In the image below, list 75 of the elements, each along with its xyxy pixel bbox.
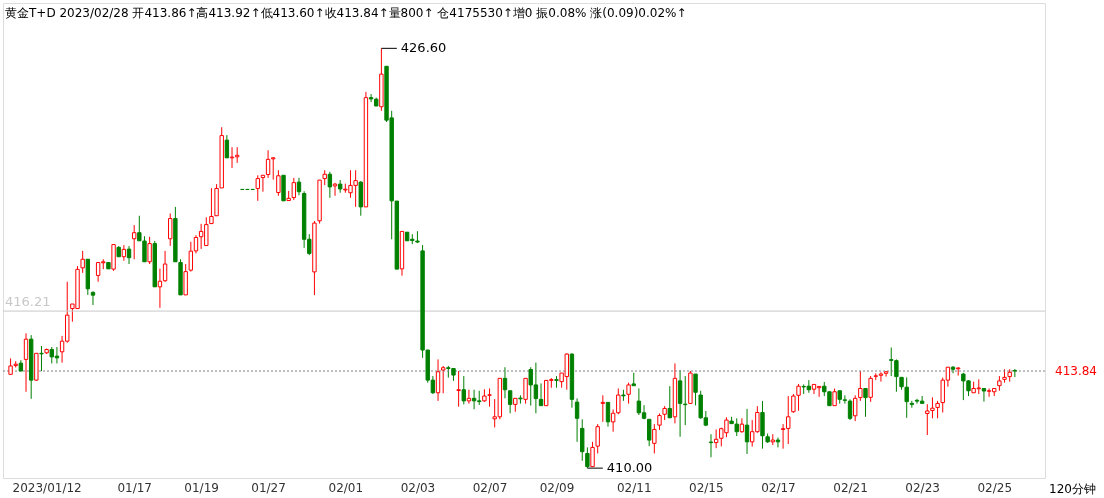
candlestick <box>919 395 925 404</box>
candlestick <box>168 212 173 247</box>
candlestick <box>255 174 260 202</box>
candlestick <box>652 423 657 454</box>
candlestick <box>466 389 472 405</box>
candlestick <box>80 250 85 274</box>
candlestick <box>224 134 230 159</box>
candlestick <box>646 418 652 447</box>
candlestick <box>863 387 868 418</box>
candlestick <box>868 375 873 403</box>
candlestick <box>667 385 672 419</box>
candlestick <box>677 369 683 438</box>
annotation: 426.60 <box>400 40 447 56</box>
candlestick <box>775 437 781 448</box>
candlestick <box>590 441 595 468</box>
x-tick-label: 01/17 <box>117 480 152 495</box>
candlestick <box>183 263 188 296</box>
candlestick <box>626 382 631 405</box>
ref-line-label: 413.84 <box>1055 364 1097 379</box>
candlestick <box>507 390 513 414</box>
x-tick-label: 02/07 <box>472 480 508 495</box>
chart-title: 黄金T+D 2023/02/28 开413.86↑高413.92↑低413.60↑收413.84↑量800↑ 仓4175530↑增0 振0.08% 涨(0.09)0.02%↑ <box>5 6 687 20</box>
candlestick <box>260 174 266 193</box>
candlestick <box>847 398 853 421</box>
candlestick <box>327 171 333 199</box>
candlestick <box>580 418 585 462</box>
candlestick <box>23 332 29 393</box>
candlestick <box>852 394 858 422</box>
candlestick <box>131 224 137 260</box>
x-tick-label: 02/21 <box>833 480 868 495</box>
candlestick <box>883 370 889 378</box>
candlestick <box>538 382 544 407</box>
candlestick <box>435 358 441 402</box>
candlestick <box>461 375 466 405</box>
x-tick-label: 02/03 <box>400 480 436 495</box>
candlestick <box>147 236 152 265</box>
candlestick <box>636 387 642 416</box>
candlestick <box>981 387 987 403</box>
x-tick-label: 02/01 <box>328 480 364 495</box>
candlestick <box>858 370 863 402</box>
candlestick <box>600 394 606 423</box>
text: 120分钟 <box>1049 482 1096 496</box>
candlestick <box>276 169 281 197</box>
x-tick-label: 01/27 <box>251 480 286 495</box>
candlestick <box>904 376 909 419</box>
candlestick <box>595 423 600 454</box>
annotation: 410.00 <box>606 460 653 476</box>
candlestick <box>456 370 461 408</box>
candlestick <box>744 408 750 455</box>
candlestick <box>616 387 621 415</box>
candlestick <box>209 187 214 225</box>
candlestick <box>641 404 647 420</box>
candlestick <box>605 401 611 428</box>
candlestick <box>914 398 920 405</box>
candlestick <box>760 400 765 450</box>
candlestick <box>162 250 168 283</box>
candlestick <box>90 290 96 306</box>
candlestick <box>332 182 338 197</box>
candlestick <box>440 365 446 394</box>
x-tick-label: 02/11 <box>616 480 652 495</box>
candlestick <box>502 366 508 399</box>
x-tick-label: 2023/01/12 <box>12 480 82 495</box>
x-tick-label: 02/15 <box>689 480 724 495</box>
candlestick <box>610 408 616 433</box>
candlestick <box>708 433 714 458</box>
candlestick <box>523 377 528 405</box>
candlestick <box>188 241 194 273</box>
candlestick <box>291 177 297 201</box>
x-tick-label: 02/17 <box>761 480 796 495</box>
x-tick-label: 02/09 <box>539 480 575 495</box>
candlestick <box>693 373 698 406</box>
x-tick-label: 01/19 <box>184 480 219 495</box>
x-tick-label: 02/23 <box>905 480 940 495</box>
candlestick <box>574 397 580 443</box>
x-tick-label: 02/25 <box>977 480 1013 495</box>
